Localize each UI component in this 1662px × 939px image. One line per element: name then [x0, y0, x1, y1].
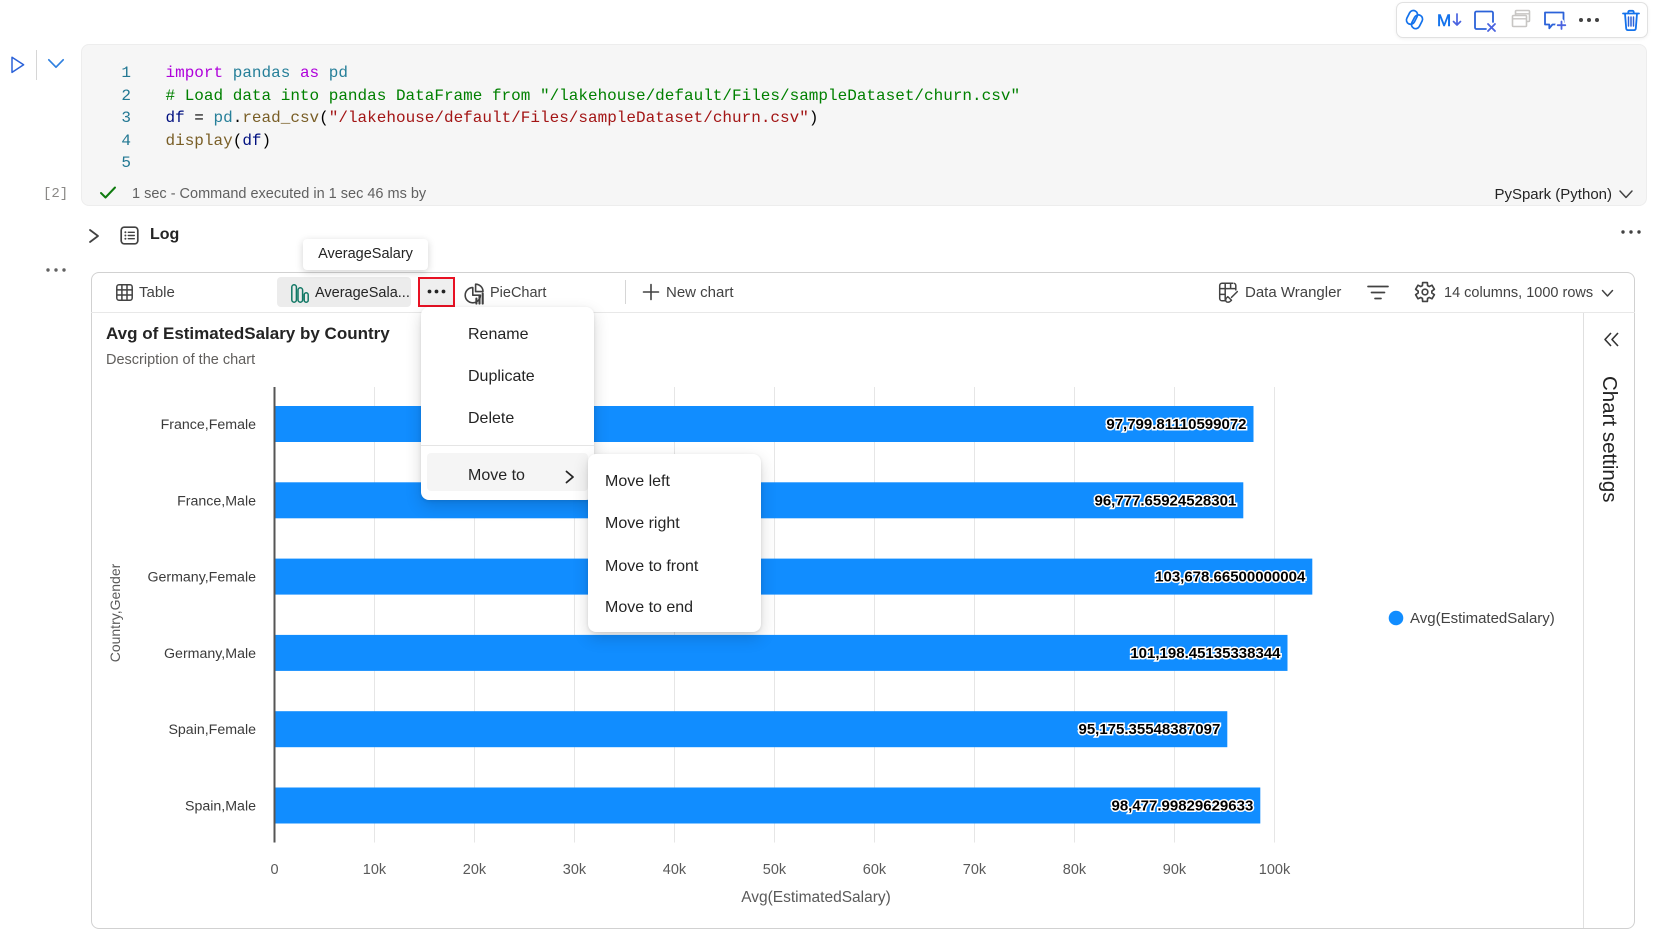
- svg-text:100k: 100k: [1259, 862, 1291, 878]
- svg-text:Spain,Female: Spain,Female: [168, 722, 256, 738]
- svg-text:France,Male: France,Male: [177, 493, 256, 509]
- svg-text:20k: 20k: [463, 862, 487, 878]
- svg-text:97,799.81110599072: 97,799.81110599072: [1106, 416, 1246, 433]
- svg-text:70k: 70k: [963, 862, 987, 878]
- svg-text:101,198.45135338344: 101,198.45135338344: [1130, 645, 1281, 662]
- svg-text:40k: 40k: [663, 862, 687, 878]
- svg-text:95,175.35548387097: 95,175.35548387097: [1078, 721, 1220, 738]
- svg-text:98,477.99829629633: 98,477.99829629633: [1111, 798, 1253, 815]
- svg-text:10k: 10k: [363, 862, 387, 878]
- svg-text:Spain,Male: Spain,Male: [185, 799, 256, 815]
- svg-text:60k: 60k: [863, 862, 887, 878]
- svg-text:90k: 90k: [1163, 862, 1187, 878]
- svg-text:0: 0: [270, 862, 278, 878]
- svg-text:Avg(EstimatedSalary): Avg(EstimatedSalary): [741, 889, 891, 906]
- svg-text:Country,Gender: Country,Gender: [107, 563, 123, 662]
- svg-text:96,777.65924528301: 96,777.65924528301: [1094, 492, 1236, 509]
- svg-text:Germany,Female: Germany,Female: [147, 570, 256, 586]
- svg-text:M: M: [1437, 11, 1451, 30]
- svg-text:50k: 50k: [763, 862, 787, 878]
- svg-text:80k: 80k: [1063, 862, 1087, 878]
- svg-text:Germany,Male: Germany,Male: [164, 646, 256, 662]
- svg-text:France,Female: France,Female: [161, 417, 257, 433]
- svg-text:30k: 30k: [563, 862, 587, 878]
- svg-text:Avg(EstimatedSalary): Avg(EstimatedSalary): [1410, 610, 1555, 627]
- svg-text:103,678.66500000004: 103,678.66500000004: [1155, 569, 1306, 586]
